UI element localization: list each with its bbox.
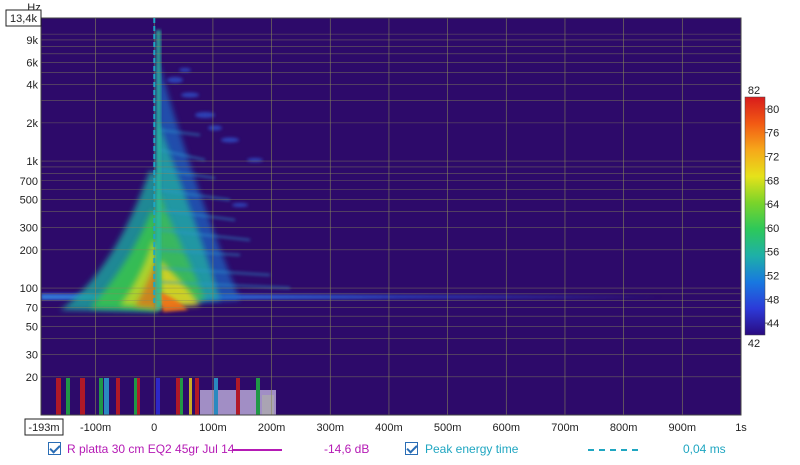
colorbar-tick-label: 52 [767, 271, 779, 283]
colorbar [744, 96, 766, 336]
x-tick-label: 100m [199, 422, 227, 434]
colorbar-min-label: 42 [748, 338, 760, 350]
x-tick-label: 1s [735, 422, 747, 434]
y-tick-label: 30 [26, 349, 38, 361]
y-axis: 9k 6k 4k 2k 1k 700 500 300 200 100 70 50 30 20 [20, 35, 39, 384]
x-axis: -100m 0 100m 200m 300m 400m 500m 600m 700m 800m 90… [80, 422, 747, 434]
colorbar-tick-label: 44 [767, 318, 779, 330]
y-tick-label: 9k [26, 35, 38, 47]
colorbar-tick-label: 76 [767, 128, 779, 140]
colorbar-tick-label: 68 [767, 175, 779, 187]
y-tick-label: 4k [26, 80, 38, 92]
x-tick-label: 400m [375, 422, 403, 434]
y-tick-label: 20 [26, 372, 38, 384]
x-tick-label: 500m [434, 422, 462, 434]
colorbar-tick-label: 60 [767, 223, 779, 235]
colorbar-tick-label: 48 [767, 294, 779, 306]
y-tick-label: 500 [20, 194, 38, 206]
plot-frame [40, 17, 742, 416]
y-tick-label: 200 [20, 245, 38, 257]
colorbar-tick-label: 80 [767, 104, 779, 116]
colorbar-max-label: 82 [748, 85, 760, 97]
y-tick-label: 300 [20, 222, 38, 234]
x-tick-label: 800m [610, 422, 638, 434]
y-top-box-label: 13,4k [10, 13, 37, 25]
x-tick-label: 0 [151, 422, 157, 434]
y-tick-label: 1k [26, 156, 38, 168]
y-tick-label: 6k [26, 57, 38, 69]
colorbar-tick-label: 72 [767, 152, 779, 164]
x-tick-label: 200m [258, 422, 286, 434]
y-top-box[interactable] [5, 9, 42, 27]
colorbar-ticks: 80 76 72 68 64 60 56 52 48 44 [765, 104, 779, 330]
y-tick-label: 100 [20, 283, 38, 295]
x-tick-label: 300m [317, 422, 345, 434]
spectrogram-heatmap [41, 30, 665, 415]
measurement-line-swatch [232, 449, 282, 451]
legend-bar: R platta 30 cm EQ2 45gr Jul 14 -14,6 dB … [0, 437, 800, 463]
x-tick-label: -100m [80, 422, 111, 434]
measurement-value: -14,6 dB [324, 442, 370, 456]
x-tick-label: 700m [551, 422, 579, 434]
y-tick-label: 2k [26, 118, 38, 130]
peak-energy-label: Peak energy time [425, 442, 519, 456]
x-left-box-label: -193m [28, 422, 59, 434]
measurement-checkbox[interactable] [48, 442, 61, 455]
peak-energy-line-swatch [588, 449, 638, 451]
x-tick-label: 900m [669, 422, 697, 434]
x-tick-label: 600m [493, 422, 521, 434]
colorbar-tick-label: 56 [767, 247, 779, 259]
y-tick-label: 70 [26, 303, 38, 315]
y-tick-label: 50 [26, 321, 38, 333]
peak-energy-value: 0,04 ms [683, 442, 726, 456]
grid-lines [40, 17, 742, 416]
measurement-name: R platta 30 cm EQ2 45gr Jul 14 [67, 442, 235, 456]
colorbar-tick-label: 64 [767, 199, 779, 211]
y-tick-label: 700 [20, 176, 38, 188]
spectrogram-chart[interactable]: -100m 0 100m 200m 300m 400m 500m 600m 700m 800m 90… [0, 0, 800, 437]
peak-energy-checkbox[interactable] [405, 442, 418, 455]
x-left-box[interactable] [24, 418, 64, 436]
